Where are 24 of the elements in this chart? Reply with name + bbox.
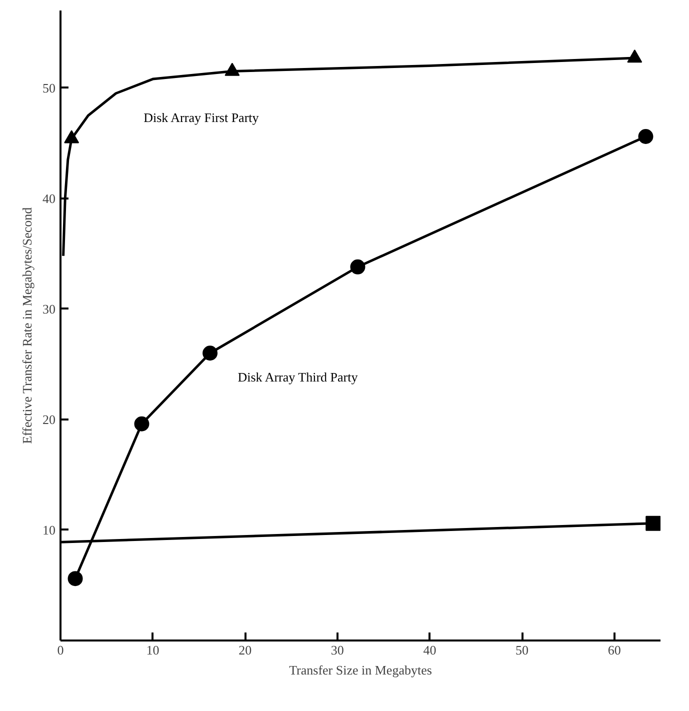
series-label: Disk Array Third Party: [238, 370, 358, 385]
x-tick-label: 60: [608, 642, 621, 658]
x-tick-label: 10: [146, 642, 160, 658]
x-tick-label: 40: [423, 642, 436, 658]
point: [64, 130, 80, 144]
y-tick-label: 40: [42, 190, 56, 206]
x-tick-label: 30: [330, 642, 344, 658]
x-tick-label: 0: [57, 642, 64, 658]
y-tick-label: 30: [42, 301, 56, 316]
point: [627, 49, 642, 63]
point: [224, 62, 240, 76]
point: [202, 346, 218, 361]
y-tick-label: 20: [42, 412, 56, 427]
point: [646, 516, 660, 531]
y-axis-title: Effective Transfer Rate in Megabytes/Second: [20, 206, 34, 444]
y-tick-label: 10: [42, 522, 56, 538]
point: [134, 416, 150, 432]
point: [350, 259, 366, 274]
x-axis-title: Transfer Size in Megabytes: [289, 662, 432, 678]
x-tick-label: 20: [238, 642, 252, 658]
x-tick-label: 50: [516, 642, 529, 658]
series-label: Disk Array First Party: [144, 110, 260, 125]
y-tick-label: 50: [42, 80, 56, 96]
point: [68, 571, 83, 586]
